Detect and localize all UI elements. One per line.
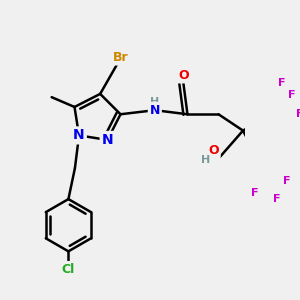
Text: F: F [251,188,259,198]
Text: H: H [150,97,159,107]
Text: O: O [178,69,189,82]
Text: F: F [283,176,290,186]
Text: F: F [273,194,280,204]
Text: N: N [150,104,160,117]
Text: F: F [288,90,296,100]
Text: N: N [73,128,85,142]
Text: Br: Br [113,51,128,64]
Text: F: F [278,78,286,88]
Text: H: H [201,155,210,165]
Text: Cl: Cl [62,263,75,276]
Text: O: O [208,144,219,157]
Text: F: F [296,109,300,119]
Text: N: N [102,133,113,147]
